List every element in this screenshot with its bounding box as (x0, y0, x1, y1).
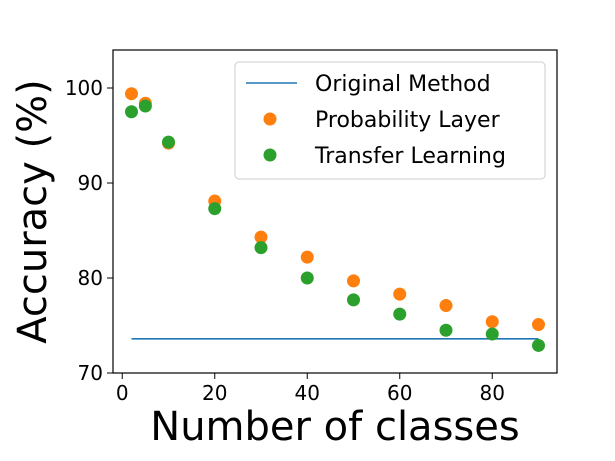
x-tick-label: 80 (480, 381, 505, 405)
point-transfer-learning (439, 323, 453, 337)
y-tick-label: 90 (78, 171, 103, 195)
point-transfer-learning (485, 327, 499, 341)
point-transfer-learning (125, 105, 138, 119)
point-transfer-learning (254, 241, 268, 255)
axes-layer (112, 49, 558, 374)
point-probability-layer (393, 287, 407, 301)
point-transfer-learning (532, 338, 545, 352)
point-probability-layer (300, 250, 314, 264)
legend: Original Method Probability Layer Transf… (234, 61, 546, 180)
plot-layer (125, 87, 545, 352)
point-transfer-learning (208, 202, 222, 216)
x-axis-title: Number of classes (150, 404, 519, 450)
legend-marker-probability-layer (263, 112, 277, 126)
legend-box (234, 61, 546, 180)
y-tick-label: 100 (65, 76, 103, 100)
point-probability-layer (485, 315, 499, 329)
point-transfer-learning (138, 99, 152, 113)
y-axis-title: Accuracy (%) (10, 79, 56, 344)
ticks-layer: 0 20 40 60 80 70 80 90 100 (65, 76, 505, 405)
x-tick-label: 20 (202, 381, 227, 405)
x-tick-label: 60 (387, 381, 412, 405)
point-probability-layer (125, 87, 138, 101)
x-tick-label: 0 (116, 381, 129, 405)
point-probability-layer (439, 299, 453, 313)
point-transfer-learning (162, 135, 175, 149)
plot-frame (112, 49, 558, 374)
legend-marker-transfer-learning (263, 148, 277, 162)
x-tick-label: 40 (295, 381, 320, 405)
point-probability-layer (254, 230, 268, 244)
point-transfer-learning (300, 271, 314, 285)
point-probability-layer (347, 274, 360, 288)
y-tick-label: 70 (78, 361, 103, 385)
legend-label-probability-layer: Probability Layer (315, 108, 501, 133)
point-transfer-learning (347, 293, 360, 307)
y-tick-label: 80 (78, 266, 103, 290)
point-probability-layer (532, 318, 545, 332)
point-transfer-learning (393, 307, 407, 321)
legend-label-transfer-learning: Transfer Learning (314, 144, 506, 169)
legend-label-original-method: Original Method (315, 72, 491, 97)
